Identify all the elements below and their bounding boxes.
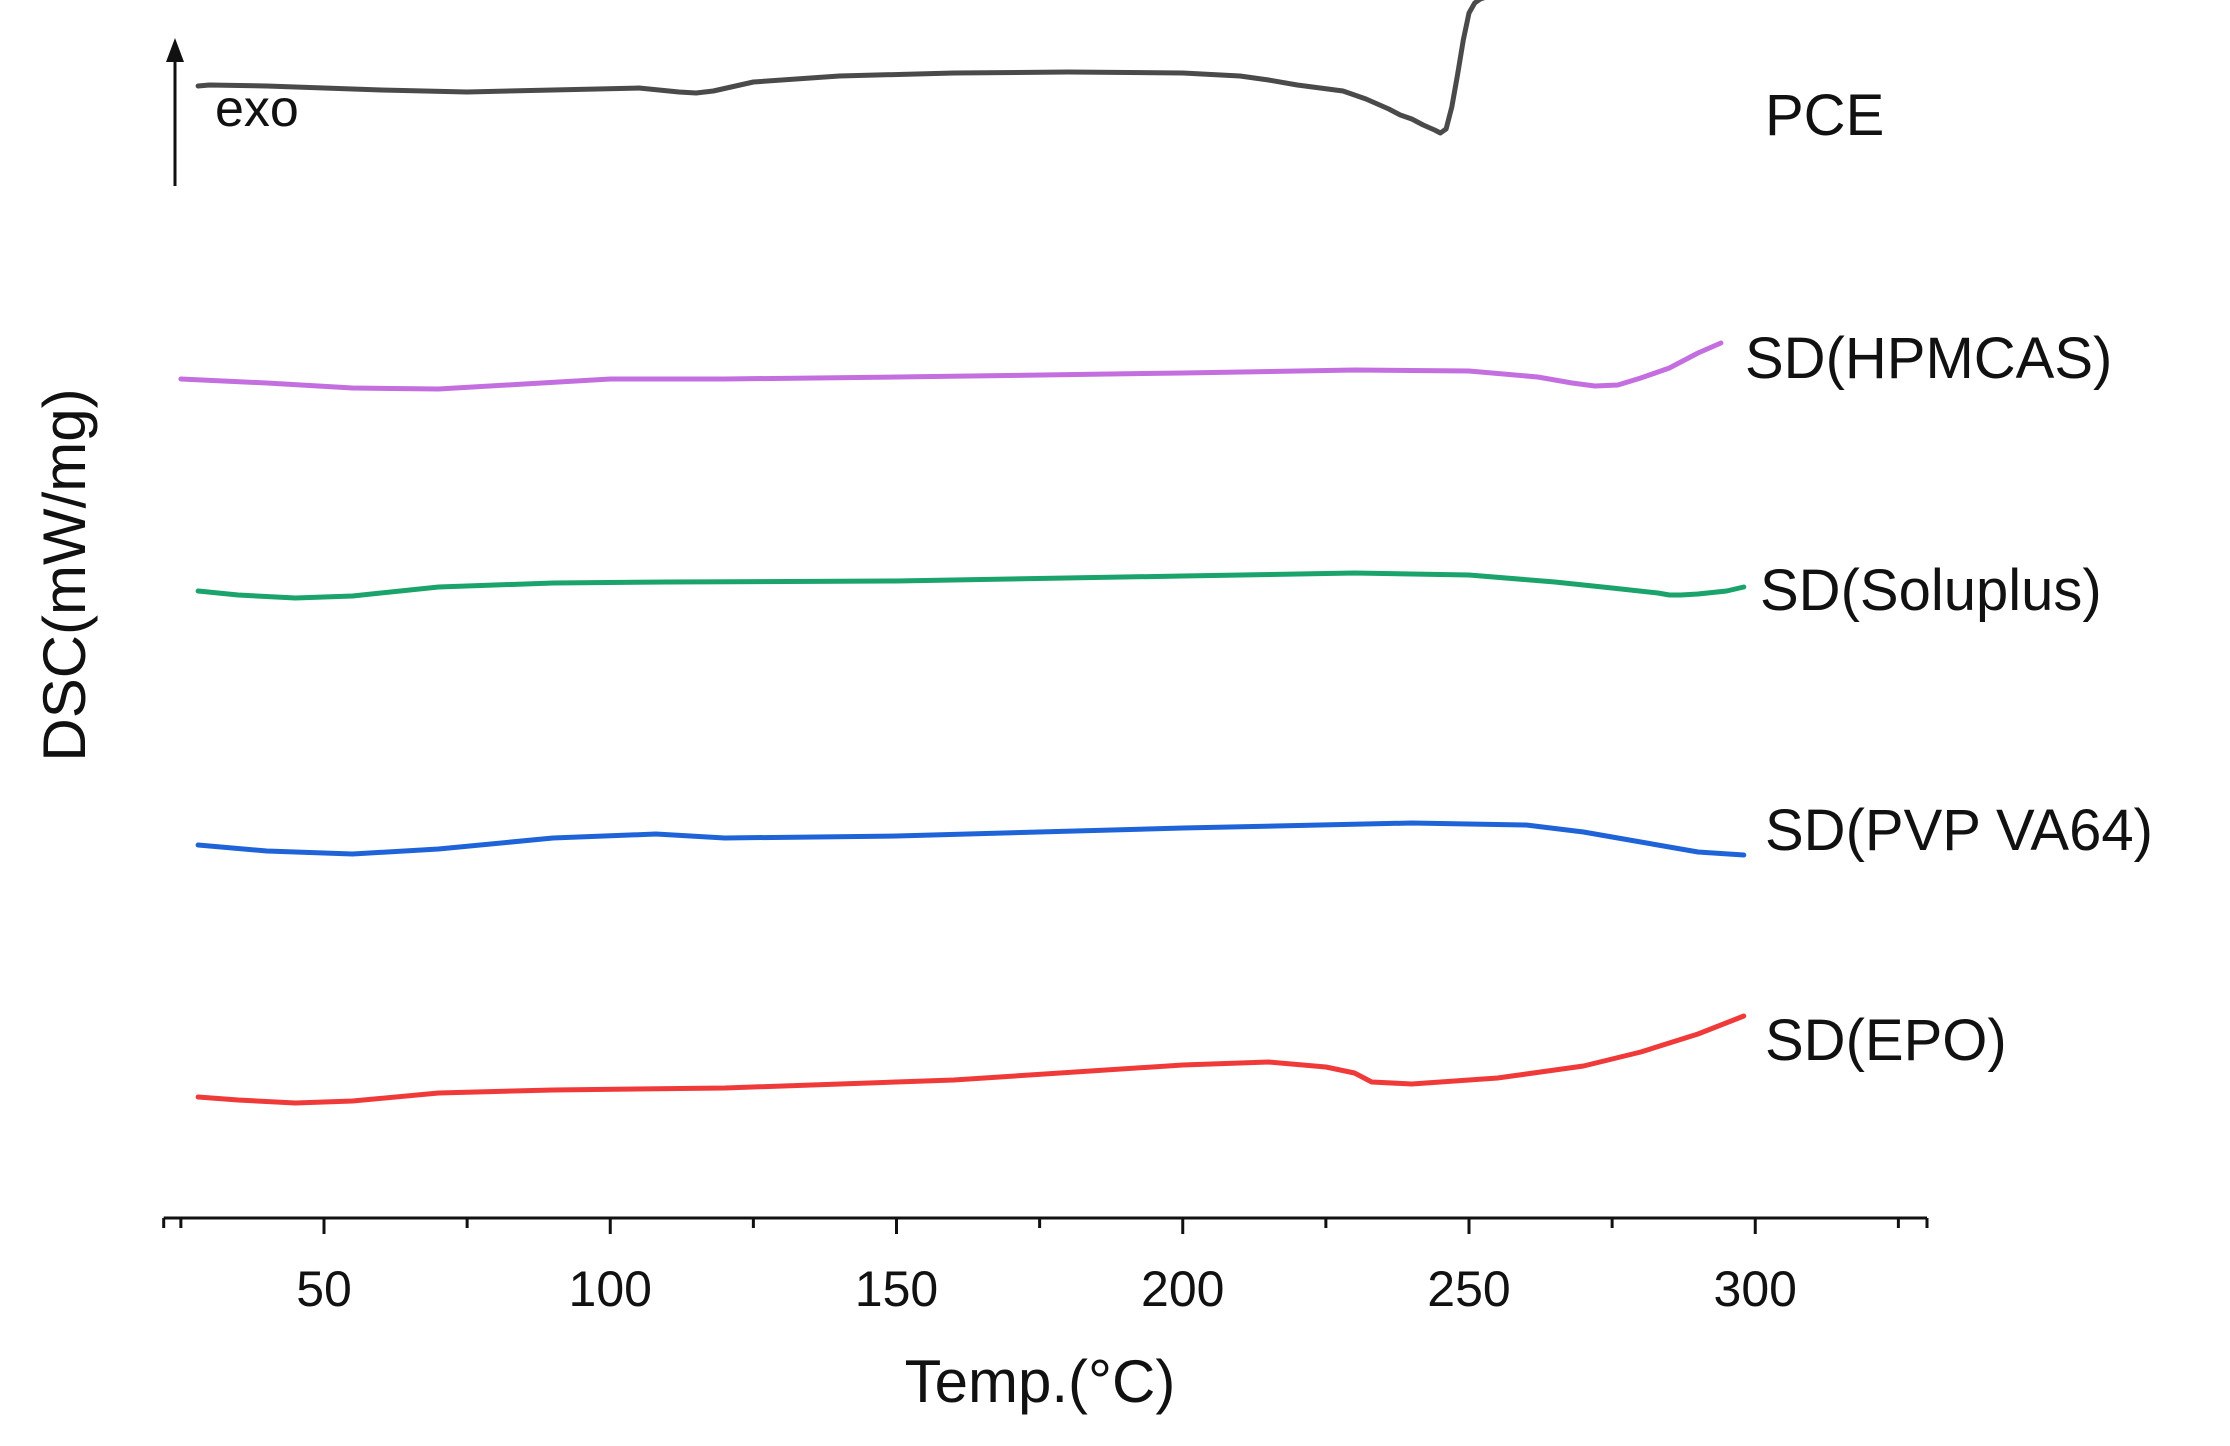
series-line-sd-epo: [195, 1013, 1747, 1106]
series-label-sd-hpmcas: SD(HPMCAS): [1745, 326, 2112, 391]
x-axis: 50 100 150 200 250 300: [162, 1216, 1929, 1317]
x-tick-label: 300: [1714, 1261, 1797, 1317]
exo-arrowhead: [166, 38, 184, 62]
series-label-pce: PCE: [1765, 83, 1884, 148]
series-label-sd-pvp-va64: SD(PVP VA64): [1765, 798, 2153, 863]
series-line-sd-soluplus: [195, 570, 1747, 601]
x-tick-label: 200: [1141, 1261, 1224, 1317]
x-axis-label: Temp.(°C): [905, 1348, 1176, 1415]
series-line-sd-pvp-va64: [195, 820, 1747, 858]
series-line-sd-hpmcas: [178, 340, 1724, 392]
y-axis-label: DSC(mW/mg): [31, 388, 98, 761]
x-tick-label: 150: [855, 1261, 938, 1317]
curves-group: [178, 0, 1747, 1106]
series-label-sd-epo: SD(EPO): [1765, 1008, 2007, 1073]
x-tick-label: 50: [296, 1261, 352, 1317]
series-label-sd-soluplus: SD(Soluplus): [1760, 558, 2102, 623]
series-line-pce: [195, 0, 1486, 136]
x-tick-label: 100: [569, 1261, 652, 1317]
series-labels: PCE SD(HPMCAS) SD(Soluplus) SD(PVP VA64) SD(…: [1745, 83, 2153, 1073]
x-tick-label: 250: [1427, 1261, 1510, 1317]
exo-label: exo: [215, 80, 299, 138]
